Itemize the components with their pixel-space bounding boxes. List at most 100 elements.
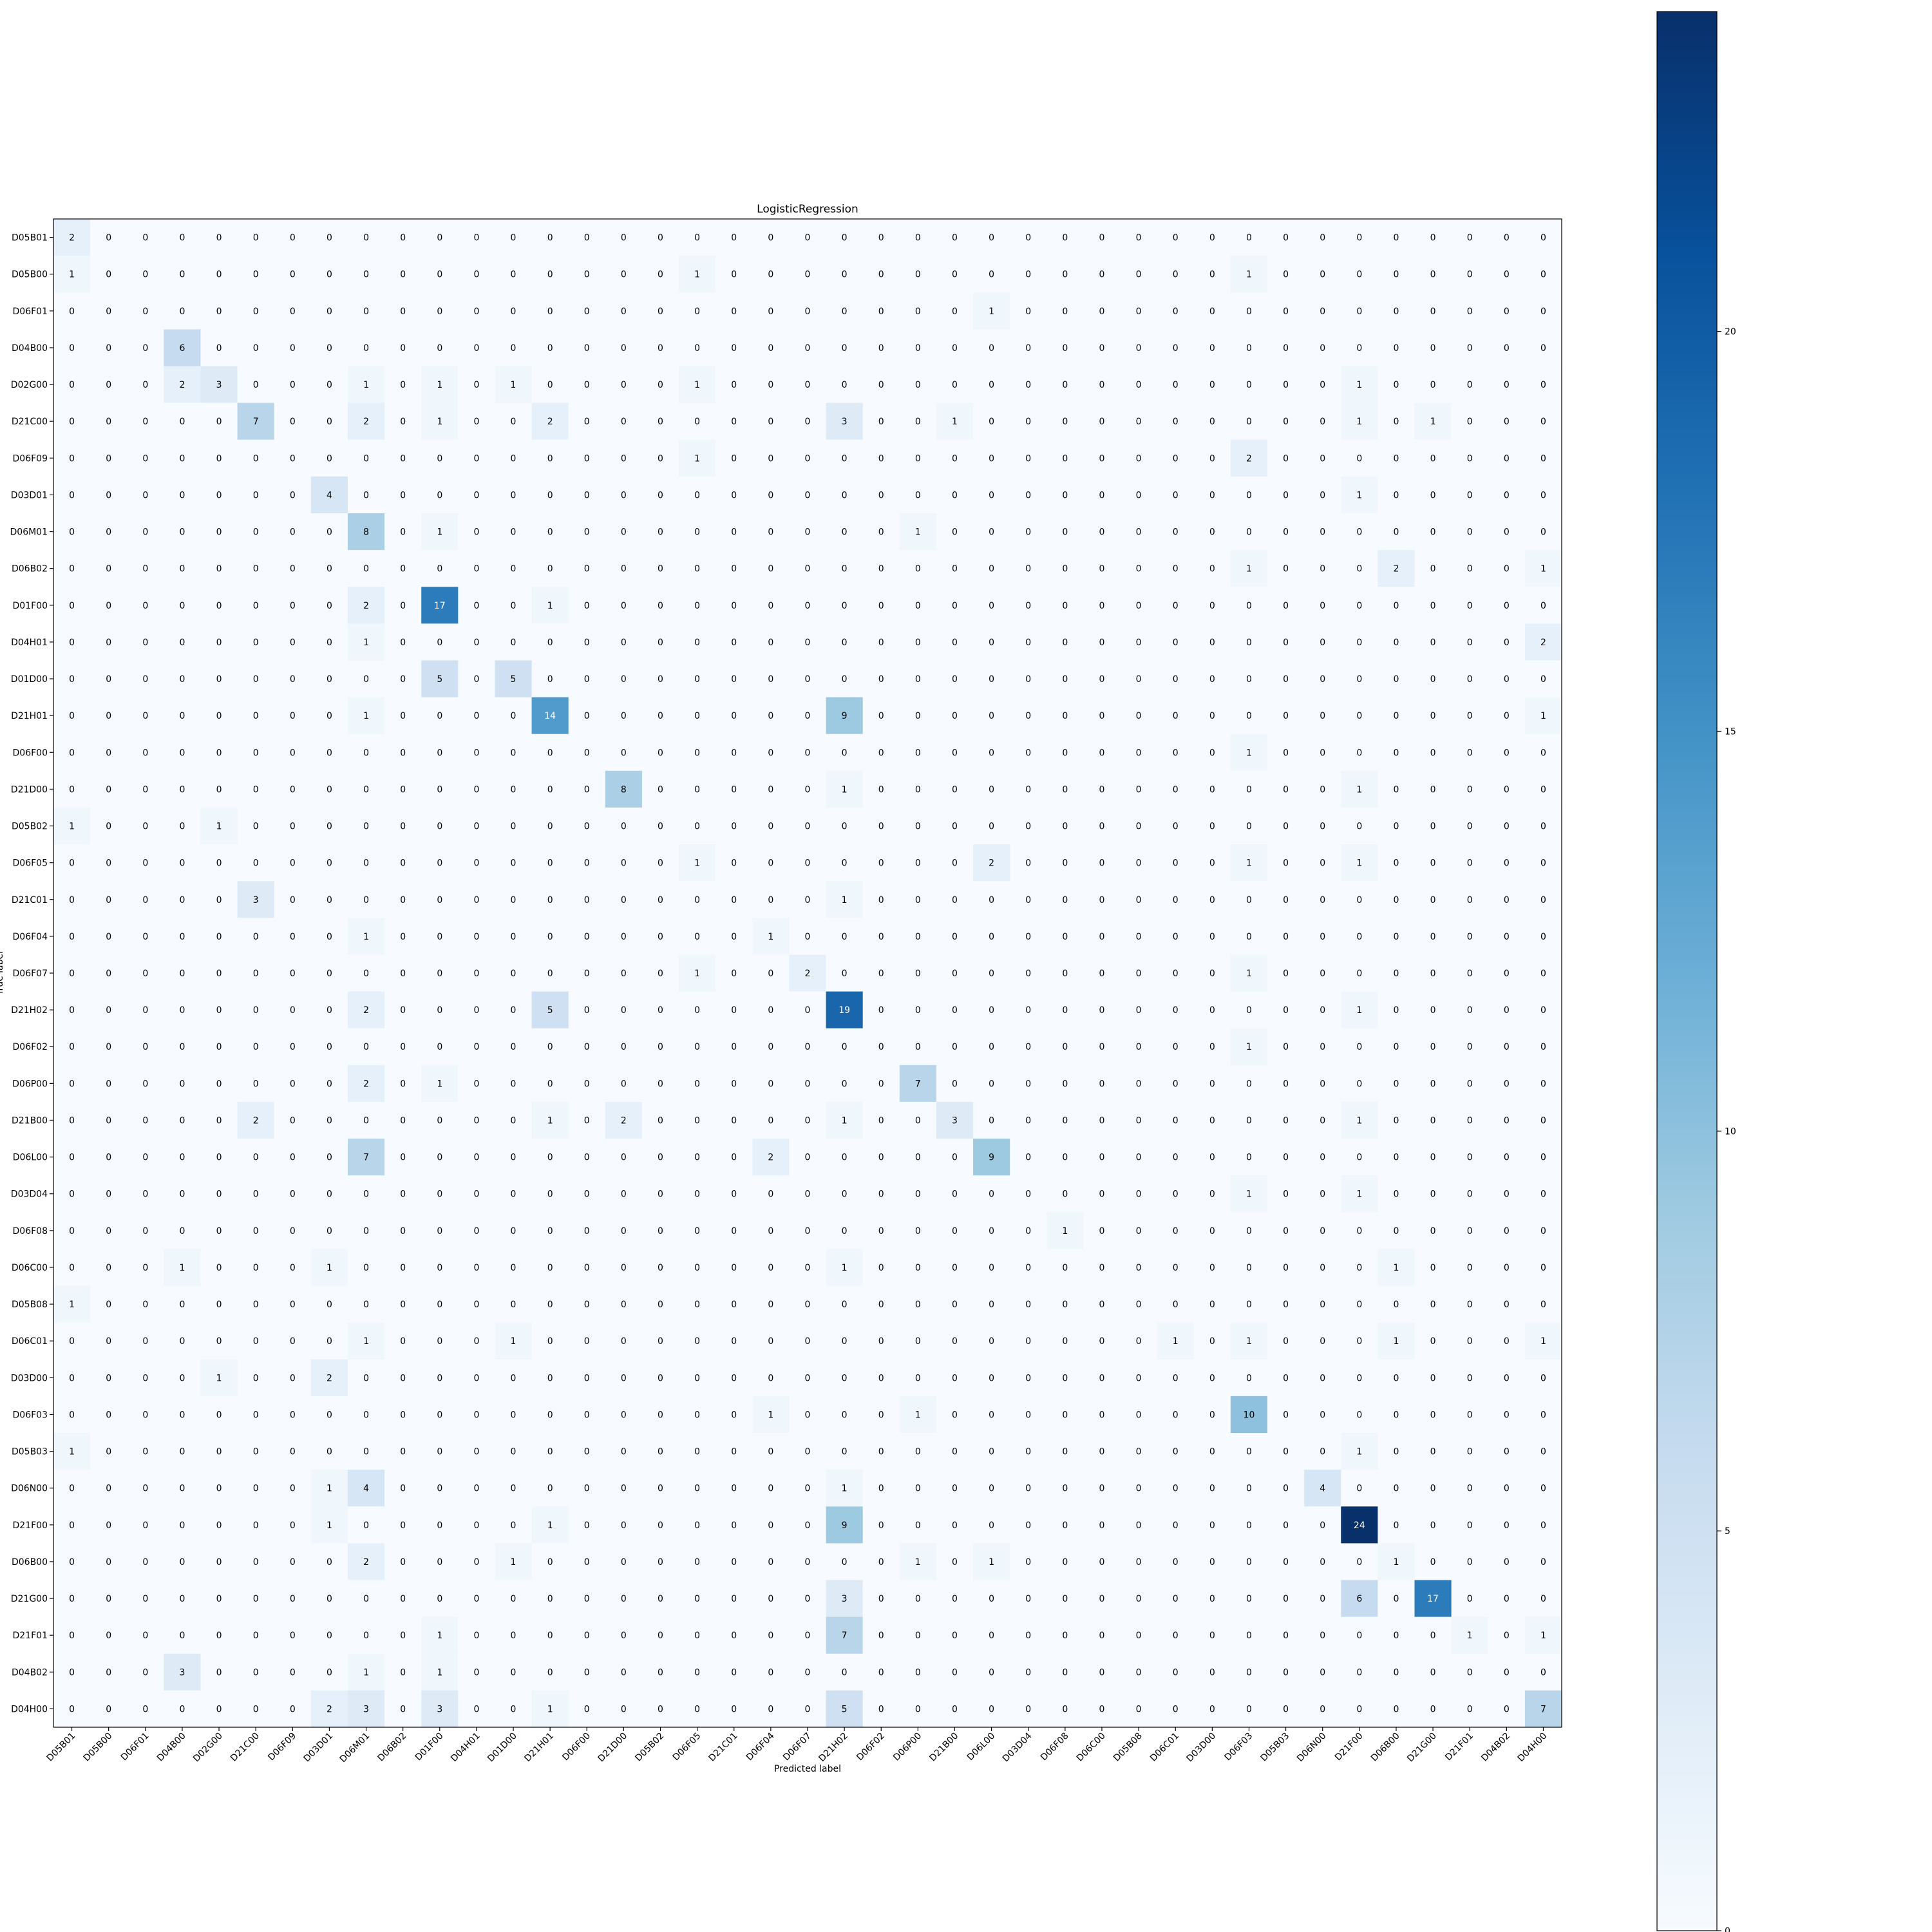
y-tick-label: D04B02 bbox=[12, 1667, 48, 1678]
cell-value-label: 0 bbox=[1504, 453, 1510, 464]
y-tick-label: D06M01 bbox=[10, 527, 48, 538]
cell-value-label: 10 bbox=[1244, 1410, 1255, 1420]
cell-value-label: 0 bbox=[1283, 233, 1289, 243]
cell-value-label: 0 bbox=[1283, 858, 1289, 869]
cell-value-label: 0 bbox=[658, 858, 663, 869]
cell-value-label: 0 bbox=[1099, 895, 1105, 905]
cell-value-label: 0 bbox=[1025, 1520, 1031, 1531]
cell-value-label: 0 bbox=[878, 1226, 884, 1236]
cell-value-label: 0 bbox=[400, 417, 406, 427]
cell-value-label: 0 bbox=[1099, 453, 1105, 464]
cell-value-label: 7 bbox=[253, 417, 259, 427]
cell-value-label: 0 bbox=[473, 417, 479, 427]
cell-value-label: 0 bbox=[1099, 784, 1105, 795]
cell-value-label: 0 bbox=[731, 490, 737, 500]
cell-value-label: 0 bbox=[1320, 1153, 1325, 1163]
cell-value-label: 0 bbox=[253, 380, 259, 390]
cell-value-label: 0 bbox=[731, 307, 737, 317]
cell-value-label: 0 bbox=[473, 674, 479, 685]
cell-value-label: 0 bbox=[1099, 638, 1105, 648]
x-tick-label: D04H00 bbox=[1516, 1731, 1549, 1765]
cell-value-label: 0 bbox=[253, 674, 259, 685]
cell-value-label: 0 bbox=[1173, 1447, 1179, 1457]
cell-value-label: 0 bbox=[400, 1667, 406, 1678]
cell-value-label: 0 bbox=[216, 307, 222, 317]
cell-value-label: 0 bbox=[1393, 1631, 1399, 1641]
cell-value-label: 0 bbox=[915, 1042, 921, 1052]
cell-value-label: 0 bbox=[179, 601, 185, 611]
cell-value-label: 0 bbox=[327, 858, 332, 869]
cell-value-label: 0 bbox=[511, 969, 516, 979]
cell-value-label: 0 bbox=[878, 270, 884, 280]
cell-value-label: 5 bbox=[511, 674, 516, 685]
cell-value-label: 0 bbox=[437, 1447, 442, 1457]
cell-value-label: 0 bbox=[290, 638, 296, 648]
cell-value-label: 0 bbox=[1504, 233, 1510, 243]
cell-value-label: 0 bbox=[731, 1484, 737, 1494]
cell-value-label: 0 bbox=[694, 1226, 700, 1236]
cell-value-label: 2 bbox=[327, 1373, 332, 1383]
cell-value-label: 0 bbox=[1025, 527, 1031, 538]
cell-value-label: 0 bbox=[1283, 1263, 1289, 1273]
cell-value-label: 0 bbox=[805, 233, 811, 243]
cell-value-label: 0 bbox=[989, 1300, 994, 1310]
cell-value-label: 0 bbox=[253, 270, 259, 280]
cell-value-label: 0 bbox=[1393, 1115, 1399, 1126]
cell-value-label: 0 bbox=[1173, 1410, 1179, 1420]
cell-value-label: 0 bbox=[621, 1667, 627, 1678]
cell-value-label: 0 bbox=[805, 1410, 811, 1420]
cell-value-label: 0 bbox=[511, 1005, 516, 1016]
cell-value-label: 0 bbox=[1099, 1300, 1105, 1310]
cell-value-label: 0 bbox=[1136, 1373, 1142, 1383]
cell-value-label: 0 bbox=[768, 674, 773, 685]
cell-value-label: 0 bbox=[473, 1704, 479, 1714]
cell-value-label: 0 bbox=[547, 527, 553, 538]
cell-value-label: 0 bbox=[69, 784, 75, 795]
cell-value-label: 0 bbox=[327, 1153, 332, 1163]
cell-value-label: 0 bbox=[1136, 748, 1142, 758]
cell-value-label: 0 bbox=[621, 1005, 627, 1016]
cell-value-label: 0 bbox=[547, 1410, 553, 1420]
cell-value-label: 0 bbox=[1173, 564, 1179, 574]
cell-value-label: 0 bbox=[253, 1153, 259, 1163]
cell-value-label: 0 bbox=[584, 1667, 590, 1678]
cell-value-label: 0 bbox=[1320, 1373, 1325, 1383]
cell-value-label: 0 bbox=[694, 1115, 700, 1126]
cell-value-label: 0 bbox=[1099, 380, 1105, 390]
cell-value-label: 0 bbox=[437, 1005, 442, 1016]
cell-value-label: 0 bbox=[842, 270, 848, 280]
cell-value-label: 0 bbox=[290, 932, 296, 942]
cell-value-label: 0 bbox=[1540, 1667, 1546, 1678]
x-tick-label: D06F03 bbox=[1222, 1731, 1255, 1763]
cell-value-label: 0 bbox=[1283, 1300, 1289, 1310]
cell-value-label: 0 bbox=[473, 1373, 479, 1383]
cell-value-label: 0 bbox=[768, 1005, 773, 1016]
cell-value-label: 0 bbox=[952, 1153, 958, 1163]
cell-value-label: 0 bbox=[547, 1226, 553, 1236]
cell-value-label: 0 bbox=[1320, 748, 1325, 758]
colorbar-tick-label: 20 bbox=[1725, 327, 1736, 337]
cell-value-label: 0 bbox=[1467, 527, 1473, 538]
cell-value-label: 0 bbox=[69, 858, 75, 869]
cell-value-label: 0 bbox=[1025, 711, 1031, 721]
cell-value-label: 0 bbox=[1504, 638, 1510, 648]
cell-value-label: 0 bbox=[1209, 1336, 1215, 1347]
cell-value-label: 0 bbox=[1025, 822, 1031, 832]
cell-value-label: 0 bbox=[473, 858, 479, 869]
cell-value-label: 0 bbox=[621, 1263, 627, 1273]
cell-value-label: 0 bbox=[363, 1373, 369, 1383]
cell-value-label: 0 bbox=[142, 1484, 148, 1494]
cell-value-label: 0 bbox=[216, 1594, 222, 1604]
cell-value-label: 0 bbox=[694, 564, 700, 574]
y-tick-label: D06P00 bbox=[12, 1079, 48, 1089]
cell-value-label: 0 bbox=[768, 1079, 773, 1089]
cell-value-label: 0 bbox=[327, 527, 332, 538]
cell-value-label: 0 bbox=[400, 1594, 406, 1604]
cell-value-label: 0 bbox=[621, 932, 627, 942]
cell-value-label: 0 bbox=[142, 1189, 148, 1200]
cell-value-label: 0 bbox=[658, 1410, 663, 1420]
cell-value-label: 0 bbox=[253, 564, 259, 574]
cell-value-label: 0 bbox=[1209, 932, 1215, 942]
cell-value-label: 0 bbox=[1467, 674, 1473, 685]
cell-value-label: 0 bbox=[1173, 711, 1179, 721]
